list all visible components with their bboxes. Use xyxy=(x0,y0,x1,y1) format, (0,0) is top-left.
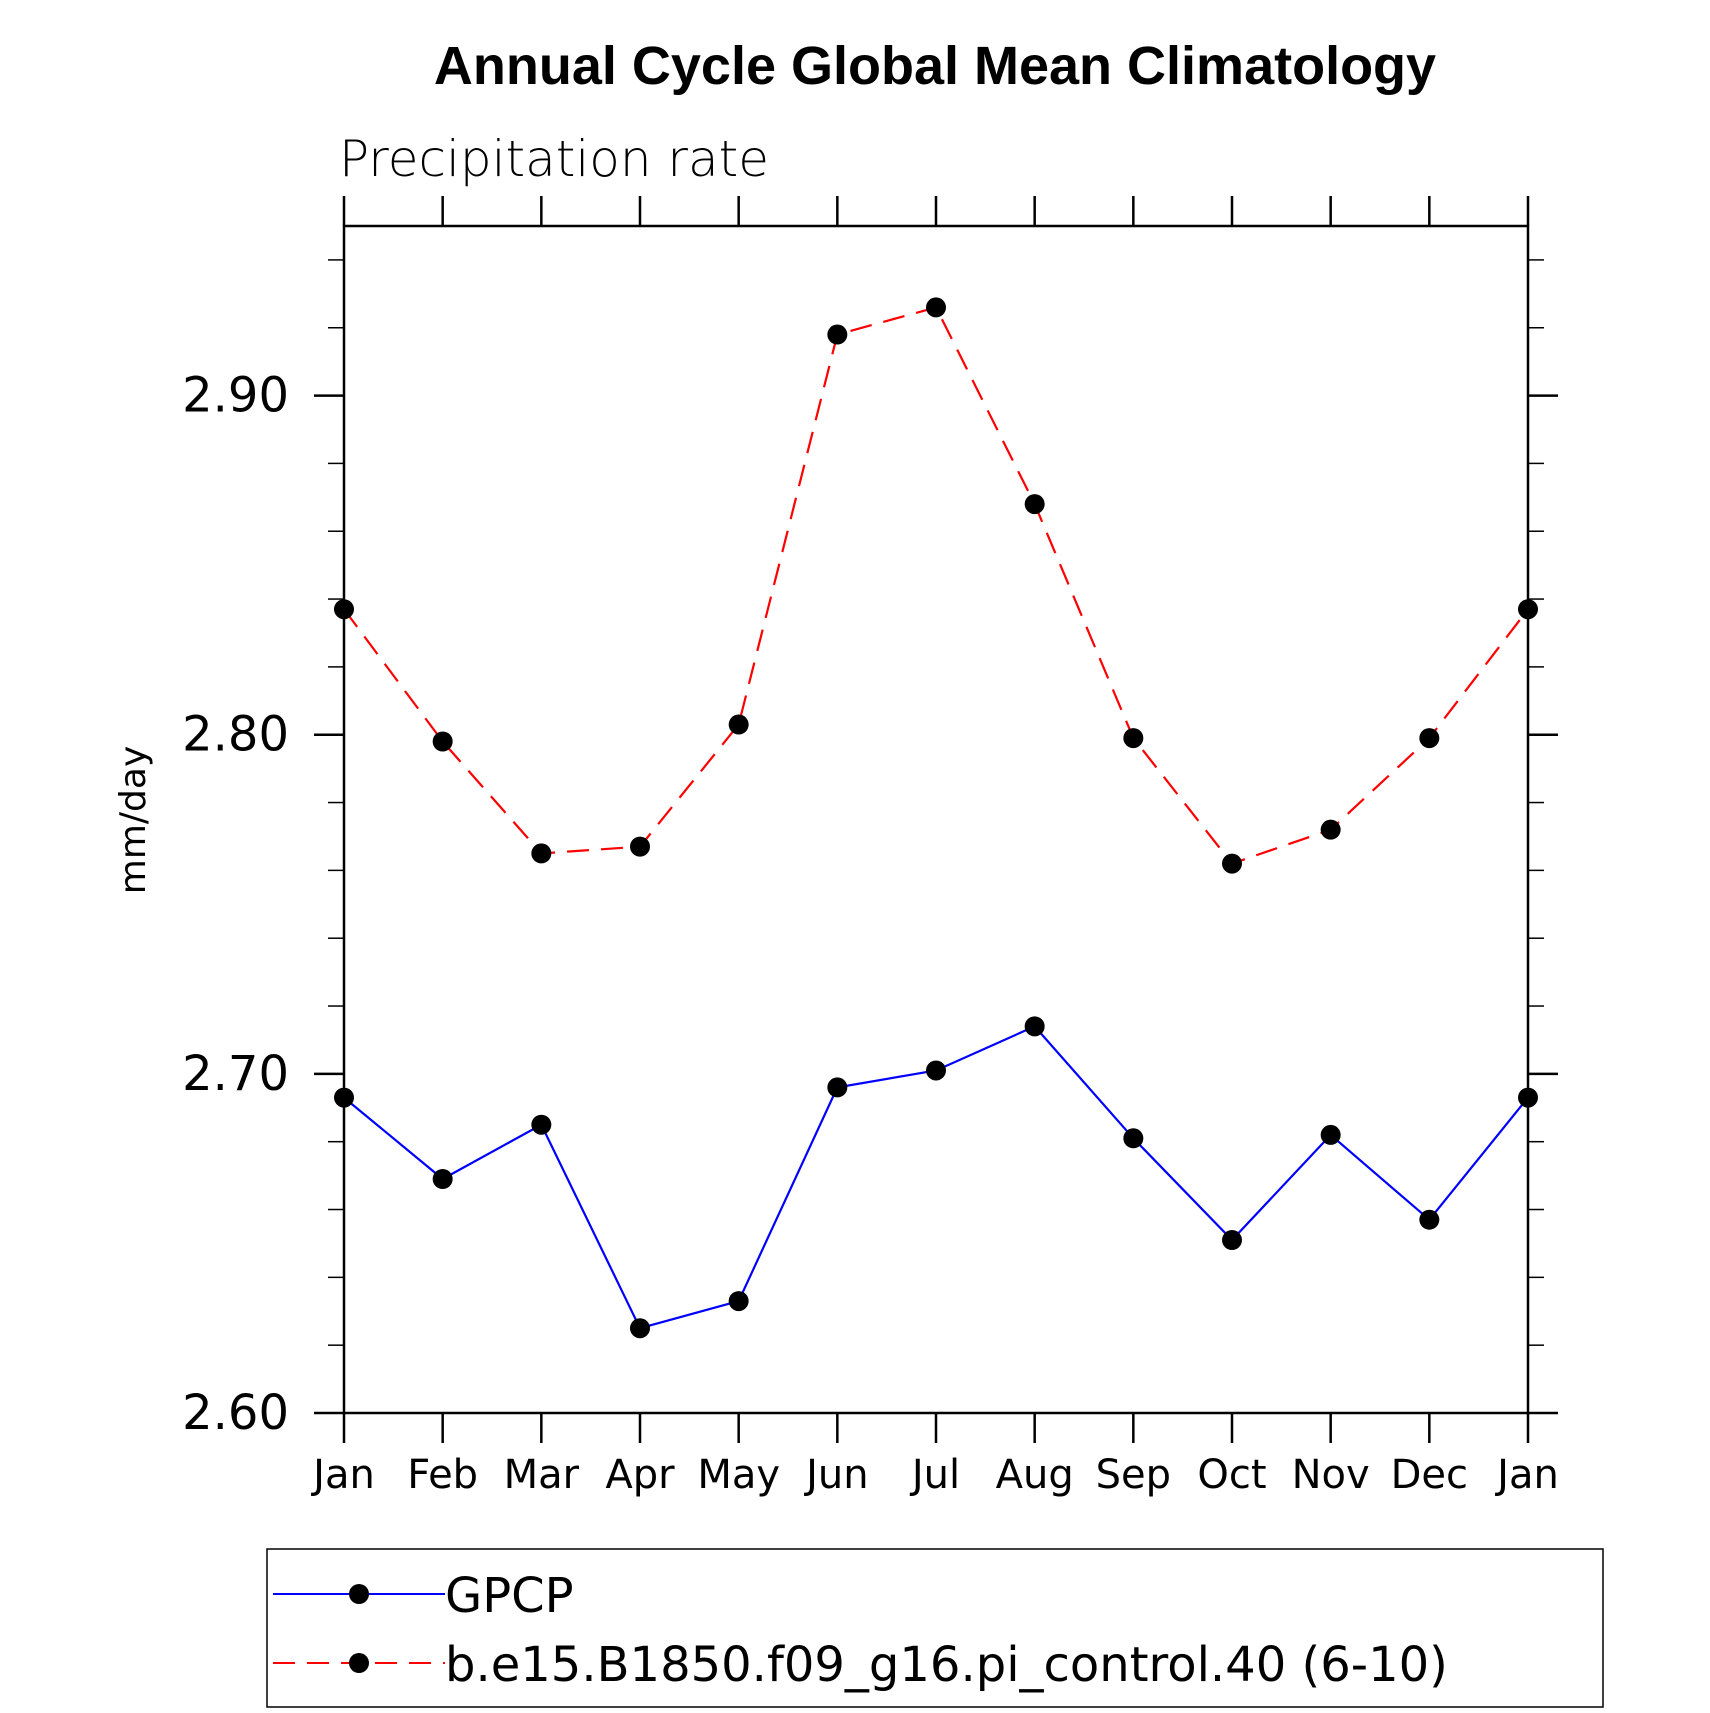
x-tick-label: Jan xyxy=(310,1452,375,1498)
x-tick-label: Sep xyxy=(1096,1452,1171,1498)
series-layer xyxy=(334,297,1538,1339)
x-tick-label: Mar xyxy=(504,1452,580,1498)
data-point-gpcp xyxy=(1419,1209,1440,1230)
data-point-gpcp xyxy=(827,1077,848,1098)
x-tick-label: Aug xyxy=(996,1452,1074,1498)
legend-label-gpcp: GPCP xyxy=(445,1568,574,1624)
data-point-gpcp xyxy=(432,1168,453,1189)
series-line-model xyxy=(343,306,1529,865)
y-tick-label: 2.60 xyxy=(182,1385,289,1441)
legend-box xyxy=(266,1548,1604,1708)
legend-marker-gpcp xyxy=(349,1584,369,1604)
data-point-gpcp xyxy=(1123,1128,1144,1149)
data-point-gpcp xyxy=(334,1087,354,1108)
data-point-model xyxy=(1123,728,1144,749)
x-tick-label: Jan xyxy=(1494,1452,1559,1498)
y-tick-label: 2.80 xyxy=(182,707,289,763)
data-point-model xyxy=(531,843,552,864)
chart-title: Annual Cycle Global Mean Climatology xyxy=(434,36,1436,96)
data-point-gpcp xyxy=(630,1318,650,1339)
x-tick-label: Feb xyxy=(407,1452,478,1498)
x-tick-label: Jul xyxy=(909,1452,960,1498)
x-tick-label: Oct xyxy=(1197,1452,1266,1498)
data-point-model xyxy=(1024,494,1045,515)
data-point-model xyxy=(1320,819,1341,840)
legend-marker-model xyxy=(349,1653,369,1673)
y-tick-label: 2.90 xyxy=(182,368,289,424)
data-point-model xyxy=(334,599,354,620)
data-point-model xyxy=(926,297,946,318)
chart-subtitle: Precipitation rate xyxy=(339,130,769,188)
data-point-model xyxy=(1222,853,1242,874)
data-point-model xyxy=(630,836,650,857)
x-tick-label: Nov xyxy=(1292,1452,1370,1498)
data-point-gpcp xyxy=(926,1060,946,1081)
data-point-gpcp xyxy=(531,1114,552,1135)
data-point-gpcp xyxy=(1320,1124,1341,1145)
y-axis-label: mm/day xyxy=(113,746,154,894)
plot-frame xyxy=(342,224,1530,1415)
data-point-model xyxy=(1518,599,1538,620)
legend: GPCP b.e15.B1850.f09_g16.pi_control.40 (… xyxy=(266,1548,1604,1708)
data-point-gpcp xyxy=(1222,1230,1242,1251)
data-point-gpcp xyxy=(728,1291,749,1312)
data-point-model xyxy=(1419,728,1440,749)
legend-label-model: b.e15.B1850.f09_g16.pi_control.40 (6-10) xyxy=(445,1637,1448,1693)
x-tick-label: Dec xyxy=(1391,1452,1468,1498)
data-point-model xyxy=(728,714,749,735)
x-tick-label: Jun xyxy=(803,1452,869,1498)
data-point-model xyxy=(432,731,453,752)
x-tick-label: Apr xyxy=(605,1452,675,1498)
data-point-model xyxy=(827,324,848,345)
axes: Jan Feb Mar Apr May Jun Jul Aug Sep Oct Nov Dec Jan 2… xyxy=(182,196,1559,1498)
x-tick-label: May xyxy=(697,1452,780,1498)
data-point-gpcp xyxy=(1518,1087,1538,1108)
data-point-gpcp xyxy=(1024,1016,1045,1037)
y-tick-label: 2.70 xyxy=(182,1046,289,1102)
